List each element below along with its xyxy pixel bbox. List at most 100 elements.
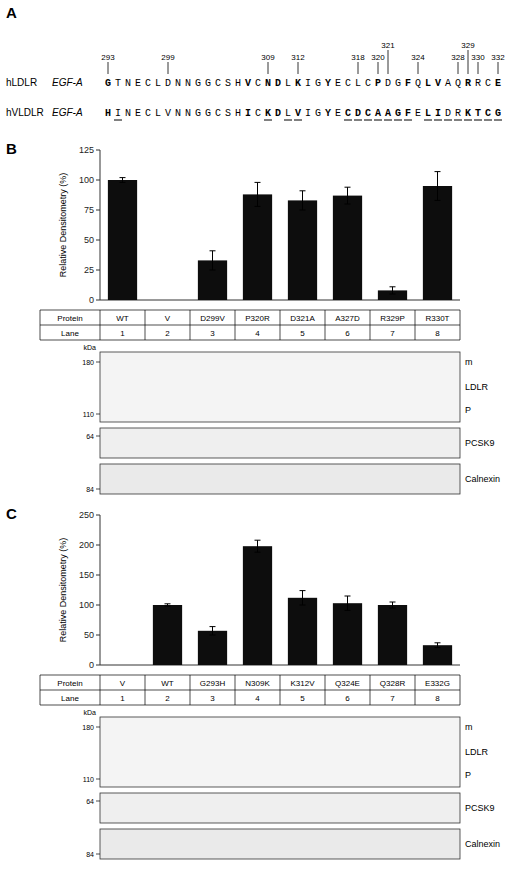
table-line (190, 310, 191, 340)
error-stem (347, 596, 348, 610)
error-stem (437, 643, 438, 648)
kda-label: 84 (86, 486, 94, 493)
position-label: 328 (451, 53, 465, 62)
residue: V (165, 108, 171, 119)
error-cap (390, 294, 396, 295)
underline (464, 120, 472, 121)
residue: C (215, 108, 221, 119)
residue: Q (415, 78, 421, 89)
residue: E (495, 78, 501, 89)
residue: G (205, 108, 211, 119)
table-line (40, 325, 460, 326)
lane-label: 7 (390, 329, 395, 338)
y-tick (96, 240, 100, 241)
residue: P (375, 78, 381, 89)
error-cap (435, 642, 441, 643)
table-line (235, 310, 236, 340)
residue: N (175, 78, 181, 89)
residue: N (185, 108, 191, 119)
position-label: 329 (461, 41, 475, 50)
position-tick (418, 62, 419, 74)
bar-panel: C050100150200250Relative Densitometry (%… (6, 505, 500, 859)
bar (243, 194, 272, 300)
lane-label: 1 (120, 329, 125, 338)
residue: K (465, 108, 471, 119)
category-label: R330T (425, 314, 449, 323)
underline (344, 120, 352, 121)
y-tick (96, 515, 100, 516)
position-label: 330 (471, 53, 485, 62)
residue: C (345, 108, 351, 119)
error-cap (210, 250, 216, 251)
position-tick (458, 62, 459, 74)
error-cap (120, 182, 126, 183)
residue: N (265, 78, 271, 89)
category-label: Q328R (380, 679, 406, 688)
lane-label: 8 (435, 694, 440, 703)
residue: L (285, 78, 291, 89)
panel-label: B (6, 140, 17, 157)
position-tick (388, 50, 389, 74)
residue: D (275, 108, 281, 119)
residue: N (185, 78, 191, 89)
residue: G (195, 78, 201, 89)
y-tick (96, 575, 100, 576)
residue: L (355, 78, 361, 89)
table-line (40, 690, 460, 691)
category-label: D299V (200, 314, 225, 323)
kda-marker (96, 854, 100, 855)
lane-label: 4 (255, 329, 260, 338)
lane-label: 3 (210, 694, 215, 703)
position-tick (378, 62, 379, 74)
residue: D (275, 78, 281, 89)
residue: N (125, 78, 131, 89)
row-name: hVLDLR (6, 107, 44, 118)
kda-marker (96, 414, 100, 415)
residue: G (315, 108, 321, 119)
bars (108, 172, 452, 300)
error-bar (345, 187, 351, 204)
underline (424, 120, 432, 121)
error-stem (302, 191, 303, 210)
residue: I (435, 108, 441, 119)
blot-section (100, 352, 460, 422)
y-tick-label: 0 (89, 660, 94, 670)
error-cap (435, 171, 441, 172)
category-label: WT (116, 314, 129, 323)
category-label: D321A (290, 314, 315, 323)
y-tick (96, 270, 100, 271)
residue: I (245, 108, 251, 119)
error-stem (302, 591, 303, 605)
residue: C (365, 108, 371, 119)
residue: L (285, 108, 291, 119)
table-line (370, 310, 371, 340)
category-label: E332G (425, 679, 450, 688)
position-tick (298, 62, 299, 74)
blot-label: m (465, 357, 473, 367)
blot-label: P (465, 770, 471, 780)
table-line (40, 675, 41, 705)
category-label: Q324E (335, 679, 360, 688)
kda-marker (96, 727, 100, 728)
residue: Q (455, 78, 461, 89)
bar (378, 605, 407, 665)
sequence: GTNECLDNNGGCSHVCNDLKIGYECLCPDGFQLVAQRRCE (105, 78, 501, 89)
y-tick-label: 50 (84, 235, 94, 245)
residue: L (155, 108, 161, 119)
blot-label: P (465, 405, 471, 415)
table-line (100, 310, 101, 340)
table-line (145, 310, 146, 340)
y-tick-label: 75 (84, 205, 94, 215)
error-cap (255, 552, 261, 553)
residue: G (315, 78, 321, 89)
panel-label: C (6, 505, 17, 522)
bar (108, 665, 137, 666)
blot-section (100, 717, 460, 787)
bars (153, 540, 452, 665)
row-name: hLDLR (6, 77, 37, 88)
kda-label: 84 (86, 851, 94, 858)
error-stem (347, 187, 348, 204)
table-line (325, 310, 326, 340)
error-stem (212, 251, 213, 270)
error-cap (390, 286, 396, 287)
